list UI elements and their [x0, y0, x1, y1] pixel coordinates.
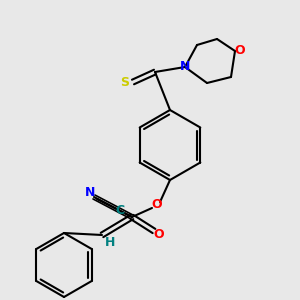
Text: O: O: [235, 44, 245, 58]
Text: O: O: [152, 197, 162, 211]
Text: C: C: [116, 205, 124, 218]
Text: H: H: [105, 236, 115, 250]
Text: N: N: [85, 185, 95, 199]
Text: S: S: [121, 76, 130, 88]
Text: O: O: [154, 227, 164, 241]
Text: N: N: [180, 61, 190, 74]
